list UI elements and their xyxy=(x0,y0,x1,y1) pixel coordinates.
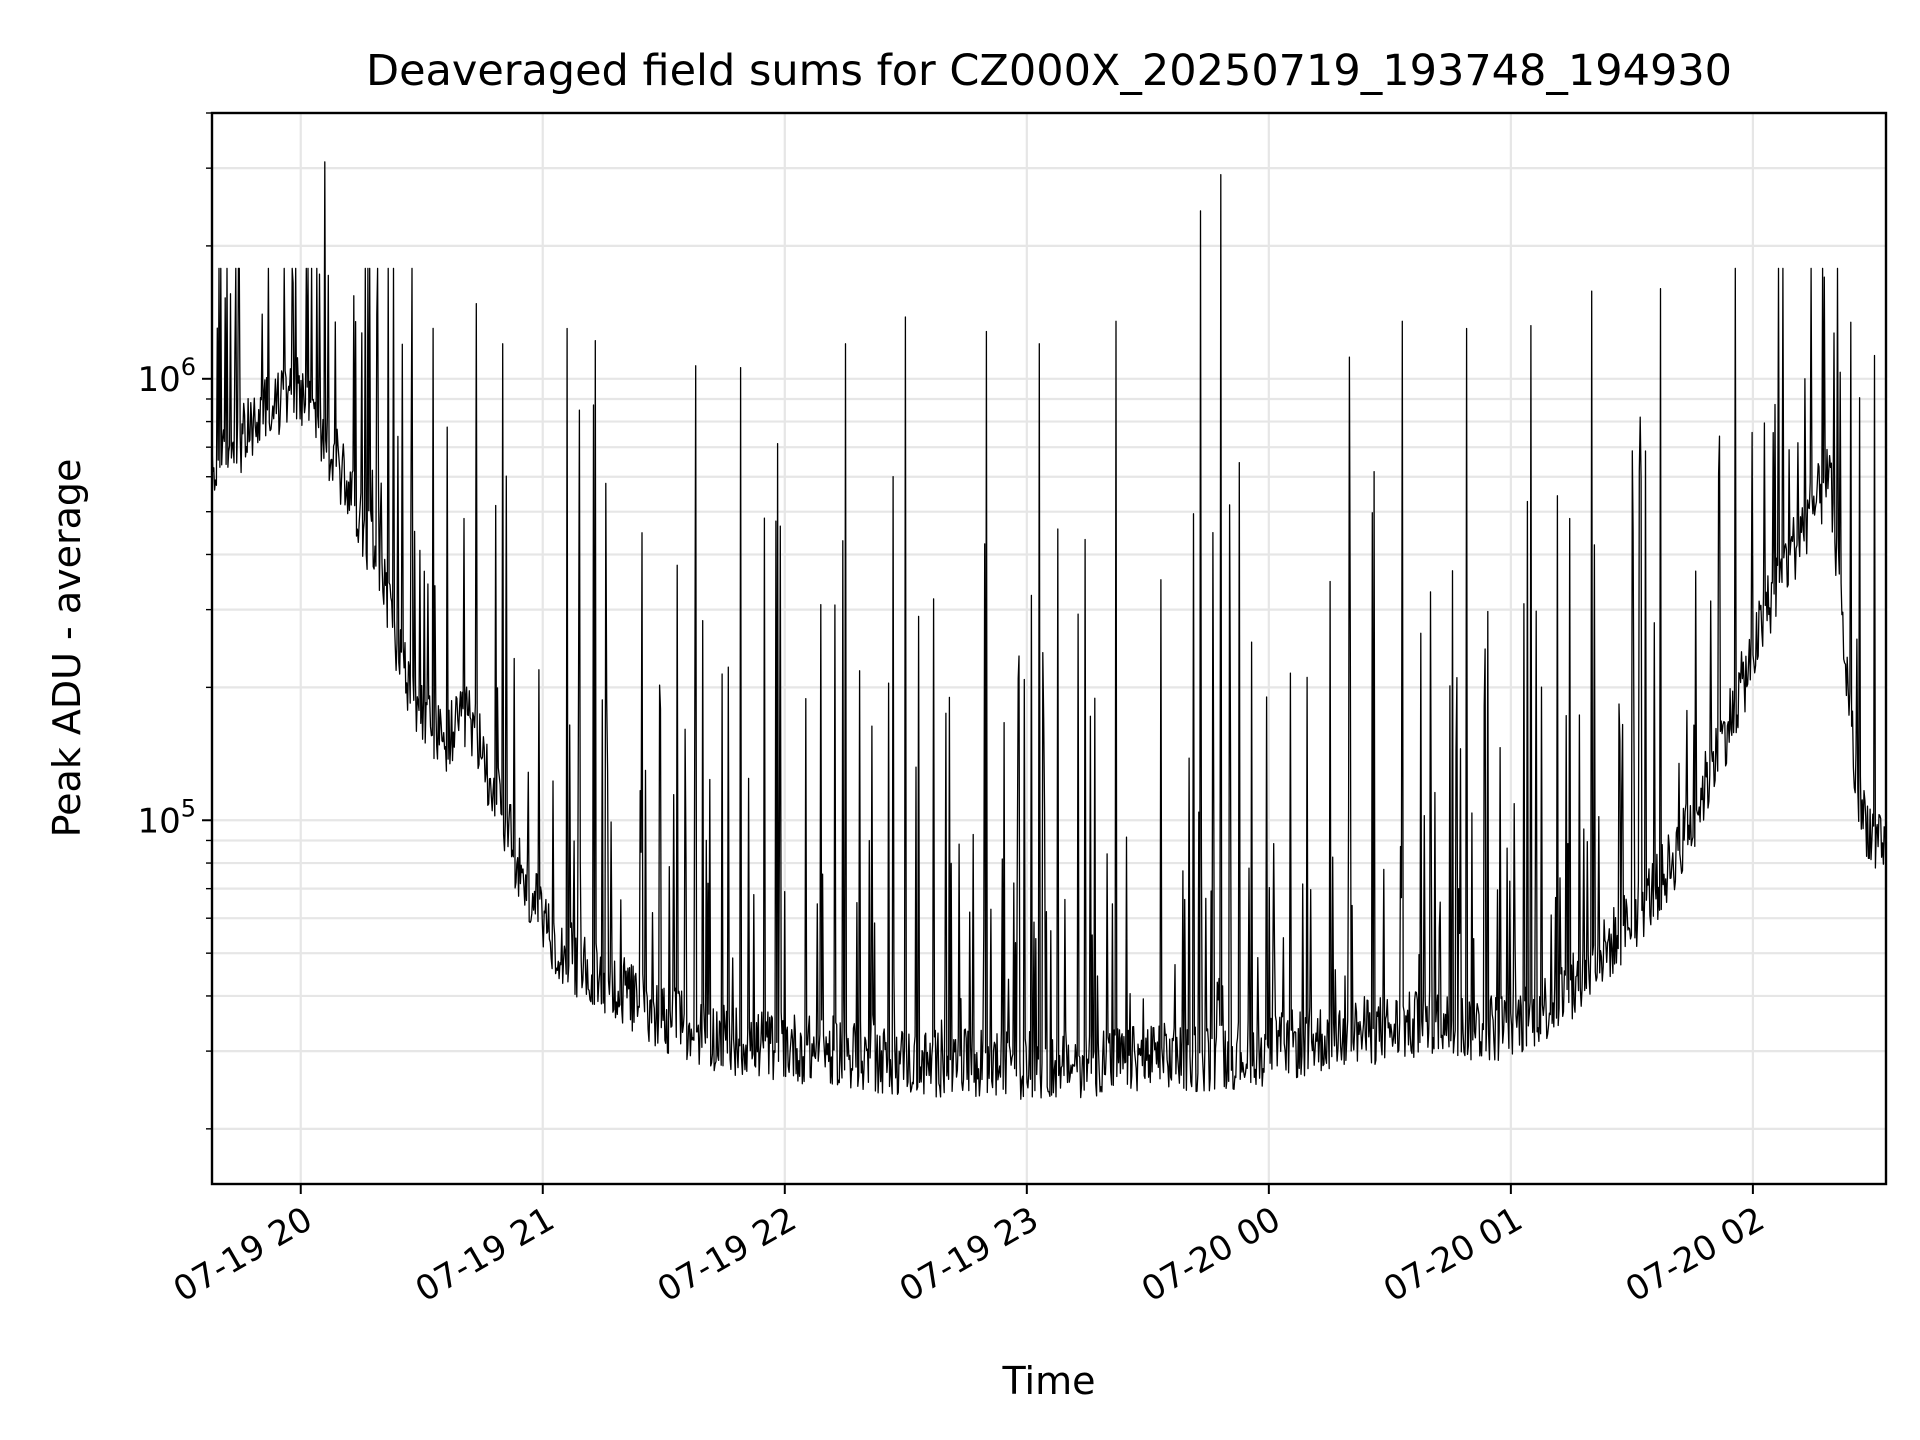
x-axis-label: Time xyxy=(1002,1359,1096,1403)
y-tick-label: 106 xyxy=(137,353,196,400)
y-tick-label: 105 xyxy=(137,794,196,841)
y-tick-exponent: 5 xyxy=(181,794,196,822)
y-tick-base: 10 xyxy=(137,360,180,400)
plot-frame xyxy=(210,111,1888,1186)
data-series xyxy=(211,161,1887,1100)
y-tick-base: 10 xyxy=(137,801,180,841)
y-axis-label: Peak ADU - average xyxy=(45,459,89,838)
chart-title: Deaveraged field sums for CZ000X_2025071… xyxy=(366,46,1732,96)
y-tick-exponent: 6 xyxy=(181,353,196,381)
series-line xyxy=(211,161,1887,1100)
